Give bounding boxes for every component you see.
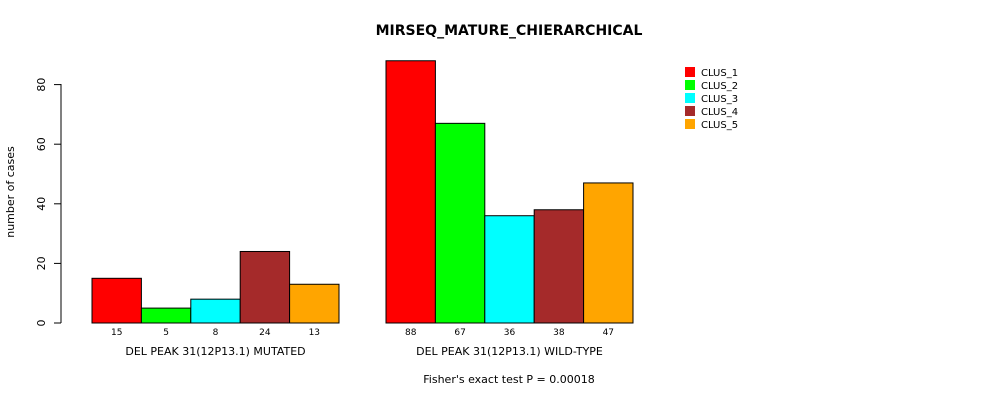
legend-swatch-clus-3 (685, 93, 695, 103)
bar-clus-4-group-1 (239, 250, 291, 324)
bar-count-label: 13 (309, 328, 320, 338)
chart-title: MIRSEQ_MATURE_CHIERARCHICAL (376, 23, 643, 39)
legend-swatch-clus-2 (685, 80, 695, 90)
legend-swatch-clus-1 (685, 67, 695, 77)
y-axis-ticks: 0 20 40 60 80 (35, 78, 61, 327)
legend-swatch-clus-4 (685, 106, 695, 116)
legend-label-clus-4: CLUS_4 (701, 107, 738, 118)
legend: CLUS_1 CLUS_2 CLUS_3 CLUS_4 CLUS_5 (685, 67, 738, 131)
bar-count-label: 67 (454, 328, 465, 338)
bar-count-label: 38 (553, 328, 565, 338)
bar-count-label: 5 (163, 328, 169, 338)
bar-count-label: 24 (259, 328, 271, 338)
bar-count-label: 8 (213, 328, 219, 338)
bar-count-label: 47 (603, 328, 614, 338)
y-axis-label: number of cases (4, 146, 17, 238)
y-tick-label: 20 (35, 256, 48, 270)
y-tick-label: 60 (35, 137, 48, 151)
count-labels: 15 5 8 24 13 88 67 36 38 47 (111, 328, 614, 338)
bar-clus-3-group-1 (190, 298, 241, 324)
y-tick-label: 80 (35, 78, 48, 92)
bar-clus-5-group-2 (583, 182, 634, 324)
legend-label-clus-1: CLUS_1 (701, 68, 738, 79)
bar-clus-2-group-1 (140, 307, 192, 324)
bar-count-label: 36 (504, 328, 516, 338)
y-tick-label: 40 (35, 197, 48, 211)
bar-clus-2-group-2 (434, 122, 486, 324)
bar-clus-5-group-1 (289, 283, 340, 324)
fisher-test-annotation: Fisher's exact test P = 0.00018 (423, 373, 594, 386)
bar-count-label: 88 (405, 328, 417, 338)
y-tick-label: 0 (35, 320, 48, 327)
legend-swatch-clus-5 (685, 119, 695, 129)
bar-clus-4-group-2 (533, 209, 585, 324)
category-label-2: DEL PEAK 31(12P13.1) WILD-TYPE (416, 345, 603, 358)
category-label-1: DEL PEAK 31(12P13.1) MUTATED (125, 345, 305, 358)
bar-count-label: 15 (111, 328, 122, 338)
legend-label-clus-2: CLUS_2 (701, 81, 738, 92)
bars (91, 60, 634, 324)
bar-clus-1-group-1 (91, 277, 142, 324)
category-labels: DEL PEAK 31(12P13.1) MUTATED DEL PEAK 31(… (125, 345, 603, 358)
bar-clus-1-group-2 (385, 60, 436, 324)
legend-label-clus-3: CLUS_3 (701, 94, 738, 105)
legend-label-clus-5: CLUS_5 (701, 120, 738, 131)
bar-clus-3-group-2 (484, 215, 535, 324)
